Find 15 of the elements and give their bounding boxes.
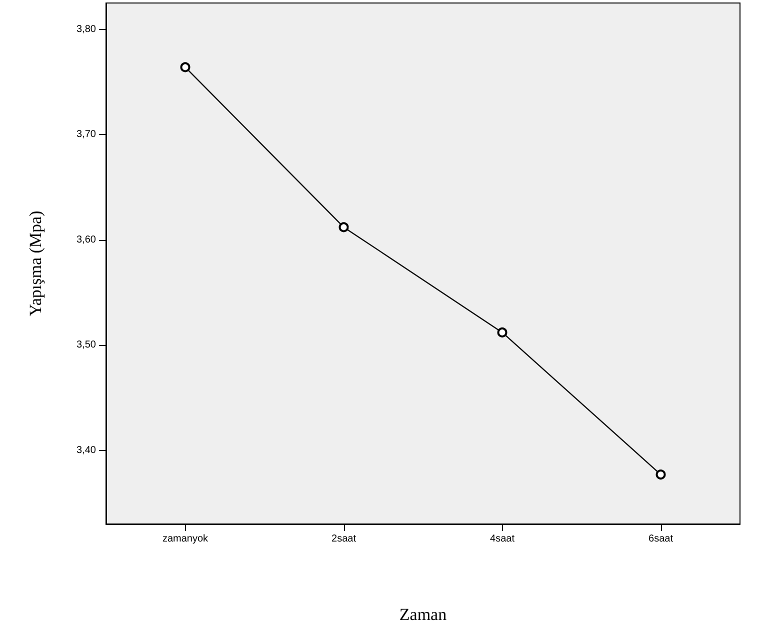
point [656,470,666,480]
x-tick-label: 2saat [332,534,356,544]
x-tick-label: zamanyok [162,534,210,544]
y-tick-label: 3,80 [76,24,96,35]
point [497,327,508,338]
x-tick-label: 4saat [490,534,515,544]
y-axis-title: Yapışma (Mpa) [26,210,45,316]
point [180,62,190,72]
x-axis-title: Zaman [399,605,448,624]
point [338,222,349,232]
y-tick-label: 3,50 [76,340,96,351]
x-tick-label: 6saat [648,534,674,544]
y-tick-label: 3,70 [76,129,96,140]
y-tick-label: 3,60 [76,234,96,246]
y-tick-label: 3,40 [76,444,96,456]
